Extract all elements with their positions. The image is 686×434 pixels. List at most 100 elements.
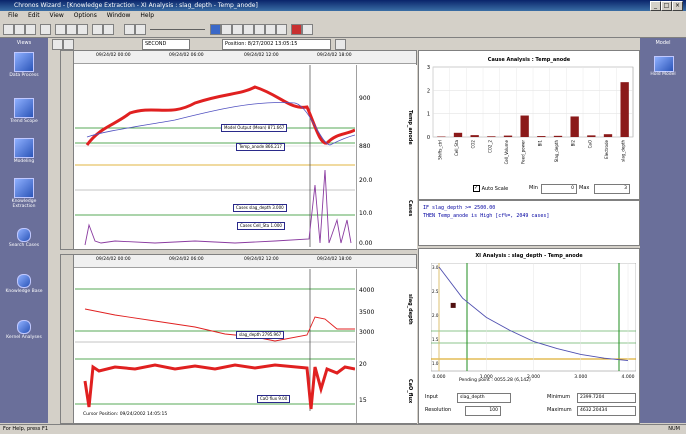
bar[interactable] bbox=[454, 133, 462, 137]
maximize-button[interactable]: □ bbox=[661, 1, 672, 11]
input-select[interactable]: slag_depth bbox=[457, 393, 511, 403]
nav-item-modeling[interactable]: Modeling bbox=[4, 138, 44, 164]
layout-icon[interactable] bbox=[276, 24, 287, 35]
resolution-field[interactable]: 100 bbox=[465, 406, 501, 416]
interval-combo[interactable]: SECOND bbox=[142, 39, 190, 50]
bar[interactable] bbox=[604, 134, 612, 137]
help-icon[interactable] bbox=[302, 24, 313, 35]
minimum-field[interactable]: 2399.7204 bbox=[577, 393, 636, 403]
nav-item-trend-scope[interactable]: Trend Scope bbox=[4, 98, 44, 124]
close-button[interactable]: × bbox=[672, 1, 683, 11]
knowledge-base-icon bbox=[17, 274, 31, 288]
axis-title-slag: slag_depth bbox=[407, 294, 413, 325]
trend-panel-bottom: 09/24/02 00:00 09/24/02 06:00 09/24/02 1… bbox=[60, 254, 417, 424]
bar[interactable] bbox=[621, 82, 629, 137]
menu-view[interactable]: View bbox=[50, 12, 64, 19]
bar-ytick: 2 bbox=[427, 88, 430, 94]
rule-line-1: IF slag_depth >= 2500.00 bbox=[423, 205, 495, 211]
zoom-icon[interactable] bbox=[92, 24, 103, 35]
paste-icon[interactable] bbox=[77, 24, 88, 35]
bar[interactable] bbox=[504, 136, 512, 137]
bar-xlabel: Feed_power bbox=[521, 140, 526, 164]
bar-ytick: 3 bbox=[427, 65, 430, 71]
nav-item-search-cases[interactable]: Search Cases bbox=[4, 228, 44, 248]
next-icon[interactable] bbox=[63, 39, 74, 50]
trend-toolbar-left-2 bbox=[61, 255, 74, 423]
open-icon[interactable] bbox=[14, 24, 25, 35]
save-icon[interactable] bbox=[25, 24, 36, 35]
cursor-position: Cursor Position: 09/24/2002 14:05:15 bbox=[83, 412, 167, 417]
grid-icon[interactable] bbox=[221, 24, 232, 35]
menu-file[interactable]: File bbox=[8, 12, 18, 19]
xi-ytick: 1.0 bbox=[432, 361, 439, 366]
go-icon[interactable] bbox=[335, 39, 346, 50]
cut-icon[interactable] bbox=[55, 24, 66, 35]
trend-chart-bottom[interactable] bbox=[75, 269, 355, 411]
nav-item-data-process[interactable]: Data Process bbox=[4, 52, 44, 78]
nav-item-knowledge-base[interactable]: Knowledge Base bbox=[4, 274, 44, 294]
table-icon[interactable] bbox=[243, 24, 254, 35]
xi-xlabel: Pending point : 0055.28 (6,142) bbox=[459, 378, 531, 383]
window-icon[interactable] bbox=[265, 24, 276, 35]
tag-cases-cell: Cases Cell_Sta 1.000 bbox=[237, 222, 285, 230]
trend-icon bbox=[14, 98, 34, 118]
trend-toolbar-left bbox=[61, 51, 74, 249]
search-cases-icon bbox=[17, 228, 31, 242]
right-pane-header: Model bbox=[640, 40, 686, 46]
minimize-button[interactable]: _ bbox=[650, 1, 661, 11]
bar[interactable] bbox=[471, 135, 479, 137]
bar[interactable] bbox=[521, 116, 529, 137]
bar[interactable] bbox=[571, 116, 579, 137]
title-bar: Chronos Wizard - [Knowledge Extraction -… bbox=[0, 0, 686, 11]
bar[interactable] bbox=[537, 136, 545, 137]
bar-xlabel: Bl1 bbox=[537, 140, 542, 147]
maximum-field[interactable]: 4632.20434 bbox=[577, 406, 636, 416]
bar[interactable] bbox=[554, 136, 562, 137]
chart-icon[interactable] bbox=[232, 24, 243, 35]
xi-xtick: 0.000 bbox=[433, 374, 446, 380]
bar-xlabel: CO2_2 bbox=[487, 140, 492, 153]
menu-options[interactable]: Options bbox=[74, 12, 97, 19]
trend-chart-top[interactable] bbox=[75, 65, 355, 247]
nav-item-kernel-analyses[interactable]: Kernel Analyses bbox=[4, 320, 44, 340]
axis-title-cases: Cases bbox=[407, 200, 413, 216]
menu-window[interactable]: Window bbox=[107, 12, 131, 19]
model-icon[interactable] bbox=[654, 56, 674, 72]
record-icon[interactable] bbox=[291, 24, 302, 35]
nav-first-icon[interactable] bbox=[124, 24, 135, 35]
menu-help[interactable]: Help bbox=[140, 12, 154, 19]
rule-text-panel: IF slag_depth >= 2500.00 THEN Temp_anode… bbox=[418, 200, 640, 246]
modeling-icon bbox=[14, 138, 34, 158]
prev-icon[interactable] bbox=[52, 39, 63, 50]
time-slider[interactable] bbox=[150, 29, 205, 30]
copy-icon[interactable] bbox=[66, 24, 77, 35]
nav-item-knowledge-extraction[interactable]: Knowledge Extraction bbox=[4, 178, 44, 209]
bar-ytick: 0 bbox=[427, 135, 430, 141]
min-field[interactable]: 0 bbox=[541, 184, 577, 194]
bar[interactable] bbox=[487, 136, 495, 137]
xi-ytick: 2.5 bbox=[432, 289, 439, 294]
home-icon[interactable] bbox=[103, 24, 114, 35]
tag-cao-flux: CaO flux 9.00 bbox=[257, 395, 290, 403]
knowledge-icon bbox=[14, 178, 34, 198]
xi-ytick: 1.5 bbox=[432, 337, 439, 342]
axis-title-cao: CaO_flux bbox=[407, 379, 413, 403]
xi-marker[interactable] bbox=[451, 303, 456, 308]
list-icon[interactable] bbox=[254, 24, 265, 35]
bar-xlabel: Cell_Sta bbox=[454, 139, 459, 156]
trend-icon[interactable] bbox=[210, 24, 221, 35]
xi-xtick: 3.000 bbox=[574, 374, 587, 380]
window-title: Chronos Wizard - [Knowledge Extraction -… bbox=[14, 0, 258, 11]
position-combo[interactable]: Position: 8/27/2002 13:05:15 bbox=[222, 39, 331, 50]
left-pane-header: Views bbox=[0, 40, 48, 46]
print-icon[interactable] bbox=[40, 24, 51, 35]
bar[interactable] bbox=[587, 135, 595, 137]
menu-edit[interactable]: Edit bbox=[28, 12, 40, 19]
new-icon[interactable] bbox=[3, 24, 14, 35]
auto-scale-checkbox[interactable]: ✓ Auto Scale bbox=[473, 185, 508, 192]
nav-last-icon[interactable] bbox=[135, 24, 146, 35]
max-field[interactable]: 3 bbox=[594, 184, 630, 194]
